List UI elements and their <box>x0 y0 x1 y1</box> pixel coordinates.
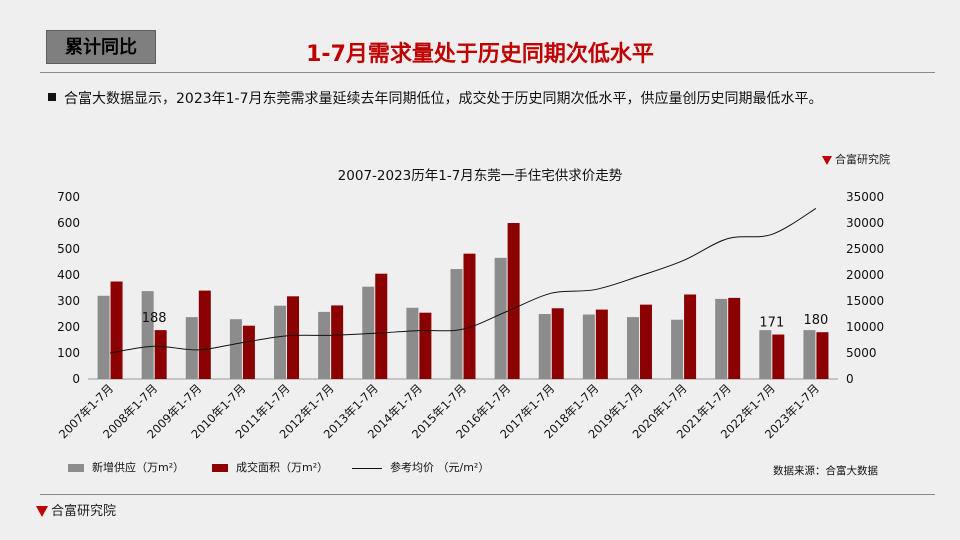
bar-supply <box>141 291 154 379</box>
legend-swatch-sales <box>212 464 228 472</box>
legend-label-sales: 成交面积（万m²） <box>236 461 329 474</box>
legend-item-supply: 新增供应（万m²） <box>68 459 184 475</box>
y-right-tick-label: 15000 <box>846 294 884 308</box>
brand-logo-icon <box>822 155 832 165</box>
data-source: 数据来源：合富大数据 <box>773 465 878 477</box>
bar-supply <box>538 314 551 379</box>
bar-supply <box>229 319 242 379</box>
y-left-tick-label: 400 <box>57 268 80 282</box>
bar-supply <box>803 330 816 379</box>
bar-sales <box>242 325 255 379</box>
bar-sales <box>551 308 564 379</box>
bar-sales <box>816 332 829 379</box>
bar-sales <box>507 223 520 379</box>
bar-sales <box>728 297 741 379</box>
bar-supply <box>582 314 595 379</box>
bar-sales <box>419 312 432 379</box>
bar-supply <box>318 311 331 379</box>
bar-supply <box>450 269 463 379</box>
brand-label-bottom: 合富研究院 <box>36 500 116 519</box>
bar-supply <box>759 330 772 379</box>
bar-sales <box>772 334 785 379</box>
chart-title: 2007-2023历年1-7月东莞一手住宅供求价走势 <box>337 168 623 184</box>
bar-sales <box>463 253 476 379</box>
bar-sales <box>375 273 388 379</box>
brand-name-bottom: 合富研究院 <box>51 504 117 519</box>
y-right-tick-label: 30000 <box>846 216 884 230</box>
brand-logo-icon-bottom <box>36 506 48 517</box>
bar-sales <box>595 309 608 379</box>
legend-item-price: 参考均价 （元/m²） <box>352 459 489 475</box>
data-label: 188 <box>142 311 167 326</box>
bar-supply <box>274 305 287 379</box>
data-label: 171 <box>759 316 784 331</box>
y-right-tick-label: 35000 <box>846 190 884 204</box>
y-left-tick-label: 300 <box>57 294 80 308</box>
y-left-tick-label: 0 <box>72 372 80 386</box>
bar-sales <box>684 294 697 379</box>
bar-sales <box>287 296 300 379</box>
bar-supply <box>715 298 728 379</box>
bar-sales <box>331 305 344 379</box>
bar-sales <box>154 330 167 379</box>
y-left-tick-label: 500 <box>57 242 80 256</box>
bottom-divider <box>40 494 935 495</box>
bar-supply <box>406 307 419 379</box>
data-label: 180 <box>804 313 829 328</box>
legend-item-sales: 成交面积（万m²） <box>212 459 328 475</box>
y-left-tick-label: 100 <box>57 346 80 360</box>
summary-text: 合富大数据显示，2023年1-7月东莞需求量延续去年同期低位，成交处于历史同期次… <box>64 91 823 107</box>
bar-supply <box>185 317 198 379</box>
section-tag: 累计同比 <box>46 30 156 64</box>
y-left-tick-label: 600 <box>57 216 80 230</box>
y-right-tick-label: 20000 <box>846 268 884 282</box>
price-line <box>109 208 817 354</box>
y-left-tick-label: 200 <box>57 320 80 334</box>
bar-supply <box>494 257 507 379</box>
y-right-tick-label: 10000 <box>846 320 884 334</box>
bullet-square-icon <box>48 93 56 101</box>
bar-supply <box>671 319 684 379</box>
y-right-tick-label: 25000 <box>846 242 884 256</box>
bar-supply <box>362 286 375 379</box>
legend-swatch-price <box>352 467 382 469</box>
legend-swatch-supply <box>68 464 84 472</box>
bar-sales <box>198 290 211 379</box>
brand-name-top: 合富研究院 <box>835 153 890 166</box>
legend-label-price: 参考均价 （元/m²） <box>390 461 490 474</box>
bar-sales <box>110 281 123 379</box>
bar-sales <box>639 304 652 379</box>
legend-label-supply: 新增供应（万m²） <box>92 461 185 474</box>
bar-supply <box>626 317 639 379</box>
bar-supply <box>97 295 110 379</box>
page-title: 1-7月需求量处于历史同期次低水平 <box>306 42 654 67</box>
top-divider <box>40 72 935 73</box>
summary-bullet: 合富大数据显示，2023年1-7月东莞需求量延续去年同期低位，成交处于历史同期次… <box>48 85 928 113</box>
brand-label-top: 合富研究院 <box>822 151 890 167</box>
y-right-tick-label: 5000 <box>846 346 877 360</box>
y-left-tick-label: 700 <box>57 190 80 204</box>
y-right-tick-label: 0 <box>846 372 854 386</box>
